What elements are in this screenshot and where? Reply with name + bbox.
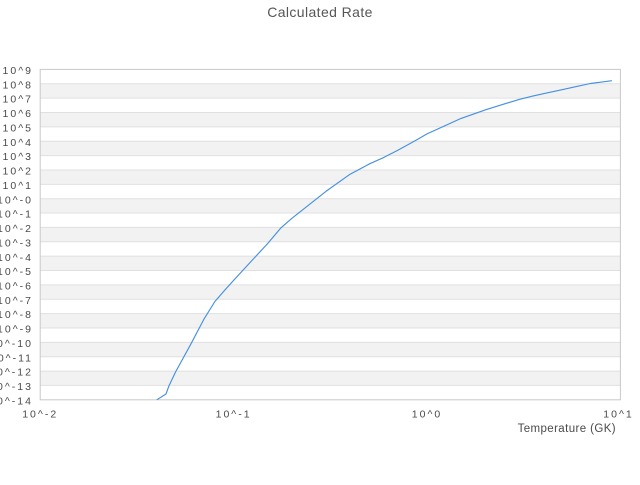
svg-text:10^1: 10^1: [603, 408, 633, 420]
svg-text:10^-2: 10^-2: [0, 223, 33, 235]
svg-text:10^8: 10^8: [3, 79, 33, 91]
svg-text:10^-14: 10^-14: [0, 395, 33, 407]
svg-text:10^9: 10^9: [3, 65, 33, 77]
svg-text:10^-7: 10^-7: [0, 295, 33, 307]
svg-text:10^-1: 10^-1: [0, 209, 33, 221]
svg-text:10^1: 10^1: [3, 180, 33, 192]
svg-text:10^5: 10^5: [3, 122, 33, 134]
svg-text:10^-6: 10^-6: [0, 280, 33, 292]
svg-text:10^-10: 10^-10: [0, 338, 33, 350]
svg-text:10^-8: 10^-8: [0, 309, 33, 321]
svg-text:10^-3: 10^-3: [0, 237, 33, 249]
svg-text:10^-12: 10^-12: [0, 367, 33, 379]
svg-text:10^-1: 10^-1: [216, 408, 252, 420]
svg-text:10^0: 10^0: [412, 408, 442, 420]
svg-text:10^-9: 10^-9: [0, 324, 33, 336]
svg-text:10^2: 10^2: [3, 166, 33, 178]
svg-text:10^-5: 10^-5: [0, 266, 33, 278]
svg-text:10^-0: 10^-0: [0, 194, 33, 206]
svg-text:Calculated Rate: Calculated Rate: [267, 4, 373, 20]
svg-text:10^-2: 10^-2: [22, 408, 58, 420]
svg-text:10^4: 10^4: [3, 137, 33, 149]
svg-text:10^3: 10^3: [3, 151, 33, 163]
svg-text:10^-4: 10^-4: [0, 252, 33, 264]
svg-text:10^7: 10^7: [3, 94, 33, 106]
svg-text:10^-13: 10^-13: [0, 381, 33, 393]
svg-text:10^6: 10^6: [3, 108, 33, 120]
svg-text:10^-11: 10^-11: [0, 352, 33, 364]
svg-text:Temperature (GK): Temperature (GK): [518, 423, 616, 435]
